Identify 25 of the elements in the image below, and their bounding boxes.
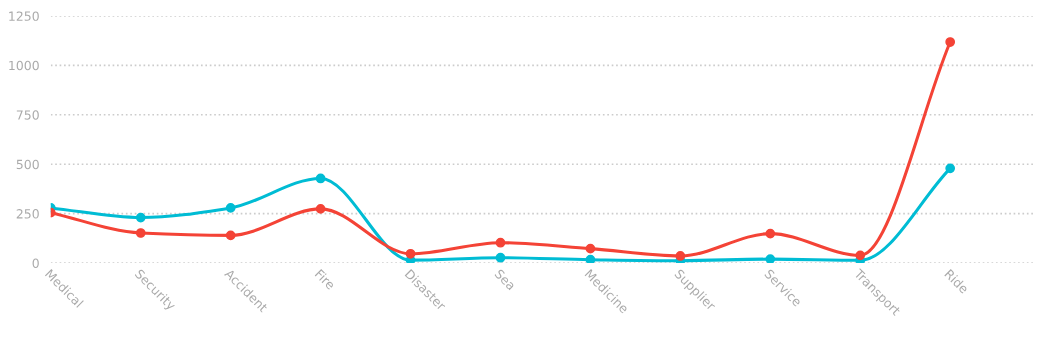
point — [315, 173, 326, 184]
y-tick-label: 1250 — [9, 11, 39, 21]
point — [405, 248, 416, 259]
point — [765, 228, 776, 239]
point — [945, 163, 956, 174]
y-tick-label: 0 — [32, 258, 39, 268]
point — [135, 228, 146, 238]
point — [495, 237, 506, 248]
point — [855, 250, 866, 261]
point — [585, 254, 596, 264]
point — [225, 230, 236, 241]
y-tick-label: 750 — [16, 110, 39, 120]
point — [585, 243, 596, 254]
point — [495, 252, 506, 263]
x-tick-label: Sea — [494, 268, 516, 291]
x-tick-label: Fire — [314, 268, 336, 291]
point — [945, 37, 956, 47]
point — [135, 212, 146, 223]
point — [225, 203, 236, 213]
y-tick-label: 500 — [16, 159, 39, 170]
point — [315, 204, 326, 214]
point — [765, 254, 776, 264]
y-tick-label: 250 — [16, 209, 39, 219]
point — [675, 251, 686, 261]
y-tick-label: 1000 — [9, 60, 39, 71]
